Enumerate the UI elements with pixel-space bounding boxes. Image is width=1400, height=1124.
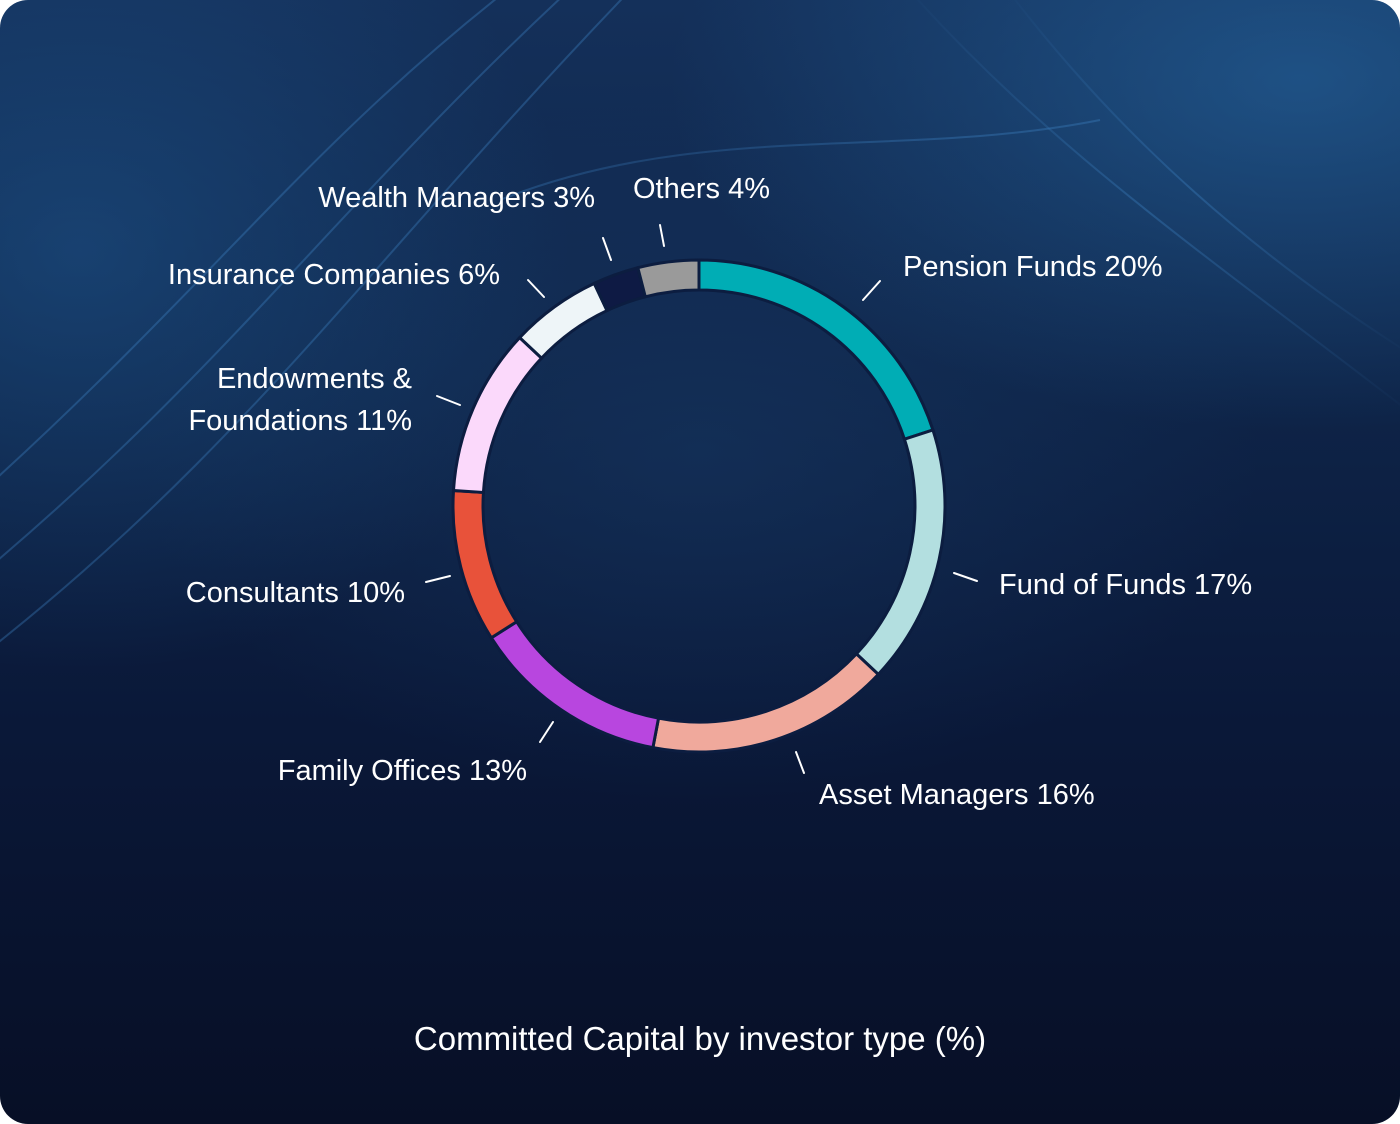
leader-line-asset-managers xyxy=(795,751,805,774)
label-line: Fund of Funds 17% xyxy=(999,569,1252,601)
leader-line-wealth-managers xyxy=(602,237,612,261)
leader-line-others xyxy=(659,224,665,247)
slice-fund-of-funds xyxy=(854,428,947,677)
slice-consultants xyxy=(451,488,519,640)
label-wealth-managers: Wealth Managers 3% xyxy=(318,182,595,214)
label-line: Others 4% xyxy=(633,173,770,205)
slice-endowments-and-foundations xyxy=(451,335,544,495)
slice-family-offices xyxy=(489,619,661,750)
label-line: Endowments & xyxy=(217,363,412,395)
label-endowments-and-foundations: Endowments & Foundations 11% xyxy=(188,363,412,437)
slice-insurance-companies xyxy=(517,281,610,361)
slice-pension-funds xyxy=(697,258,935,442)
label-line: Foundations 11% xyxy=(188,405,412,437)
leader-line-pension-funds xyxy=(862,280,881,301)
chart-title: Committed Capital by investor type (%) xyxy=(414,1020,986,1057)
label-line: Insurance Companies 6% xyxy=(168,259,500,291)
label-consultants: Consultants 10% xyxy=(186,577,405,609)
label-insurance-companies: Insurance Companies 6% xyxy=(168,259,500,291)
leader-line-family-offices xyxy=(539,721,554,743)
leader-line-insurance-companies xyxy=(527,279,545,298)
leader-lines xyxy=(425,224,978,774)
label-family-offices: Family Offices 13% xyxy=(278,755,527,787)
label-asset-managers: Asset Managers 16% xyxy=(819,779,1095,811)
label-line: Pension Funds 20% xyxy=(903,251,1163,283)
slice-labels: Pension Funds 20% Fund of Funds 17% Asset … xyxy=(168,173,1252,811)
label-line: Asset Managers 16% xyxy=(819,779,1095,811)
label-fund-of-funds: Fund of Funds 17% xyxy=(999,569,1252,601)
leader-line-fund-of-funds xyxy=(953,572,978,582)
slice-others xyxy=(635,258,701,299)
label-others: Others 4% xyxy=(633,173,770,205)
slice-asset-managers xyxy=(651,651,881,754)
leader-line-consultants xyxy=(425,575,451,583)
donut-slices xyxy=(451,258,947,754)
label-line: Wealth Managers 3% xyxy=(318,182,595,214)
background-waves xyxy=(0,0,1400,643)
label-pension-funds: Pension Funds 20% xyxy=(903,251,1163,283)
leader-line-endowments-and-foundations xyxy=(436,395,461,406)
label-line: Consultants 10% xyxy=(186,577,405,609)
label-line: Family Offices 13% xyxy=(278,755,527,787)
